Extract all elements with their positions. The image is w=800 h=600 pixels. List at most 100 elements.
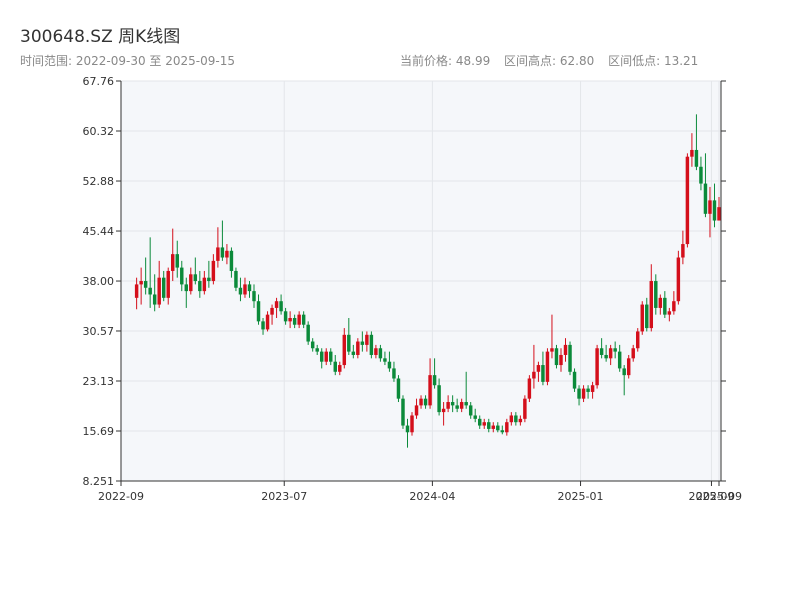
candle-body <box>279 301 283 312</box>
candle-down <box>694 114 699 171</box>
candle-body <box>694 149 699 167</box>
candle-down <box>283 307 288 325</box>
grid <box>120 80 721 482</box>
candle-body <box>157 277 161 305</box>
candle-body <box>622 368 626 376</box>
candle-down <box>473 408 477 423</box>
candle-down <box>256 294 261 325</box>
candle-body <box>270 307 274 315</box>
candle-body <box>532 371 536 379</box>
candle-body <box>139 281 143 285</box>
candle-body <box>428 375 432 406</box>
candle-down <box>541 351 545 386</box>
candle-body <box>685 156 690 245</box>
candle-body <box>243 284 247 295</box>
candle-body <box>202 277 207 292</box>
candle-body <box>288 318 292 322</box>
candle-body <box>536 365 541 372</box>
candle-up <box>216 227 220 268</box>
candle-body <box>283 311 288 322</box>
candle-up <box>681 230 685 265</box>
candle-body <box>329 351 333 362</box>
candle-body <box>423 398 428 406</box>
candle-body <box>437 385 441 413</box>
candle-up <box>414 398 419 419</box>
candle-body <box>640 304 644 332</box>
x-tick-label: 2024-04 <box>409 490 455 503</box>
candle-up <box>324 348 328 366</box>
candle-body <box>514 415 518 423</box>
candle-body <box>491 425 496 429</box>
candle-down <box>487 418 491 433</box>
candle-down <box>261 318 265 335</box>
candle-up <box>410 412 414 436</box>
candle-up <box>189 267 193 295</box>
candle-body <box>410 415 414 433</box>
candle-body <box>577 388 581 399</box>
candle-down <box>161 270 166 302</box>
candle-body <box>595 348 599 386</box>
candle-up <box>157 260 161 308</box>
x-tick-label: 2025-09 <box>688 490 734 503</box>
candle-up <box>202 270 207 295</box>
candle-body <box>541 365 545 382</box>
y-tick-label: 38.00 <box>83 275 115 288</box>
range-high-label: 区间高点: 62.80 <box>504 54 595 68</box>
candle-body <box>446 402 450 409</box>
candle-body <box>545 351 550 382</box>
candle-body <box>238 287 243 295</box>
candle-up <box>225 244 229 265</box>
candle-up <box>658 294 663 315</box>
x-tick-label: 2025-09 <box>696 490 742 503</box>
candle-body <box>369 334 374 355</box>
candle-up <box>559 348 563 372</box>
candle-up <box>631 344 635 362</box>
candle-body <box>342 334 347 366</box>
candle-body <box>198 281 202 292</box>
candle-body <box>360 341 365 345</box>
candle-up <box>505 418 509 436</box>
candle-down <box>351 344 356 359</box>
candle-body <box>554 348 559 366</box>
candle-body <box>676 257 681 302</box>
candle-body <box>590 385 595 392</box>
candle-body <box>193 274 198 282</box>
candle-down <box>383 351 387 366</box>
y-tick-label: 45.44 <box>83 225 115 238</box>
candle-body <box>473 415 477 419</box>
candle-up <box>717 197 721 221</box>
candle-body <box>166 270 170 298</box>
candle-body <box>180 267 184 285</box>
candle-up <box>288 311 292 329</box>
candle-up <box>595 344 599 389</box>
candle-body <box>572 371 577 389</box>
candle-up <box>459 398 464 413</box>
candle-body <box>608 348 613 359</box>
candle-up <box>640 301 644 335</box>
candle-body <box>225 250 229 258</box>
candle-body <box>247 284 252 292</box>
candle-down <box>437 378 441 416</box>
y-tick-label: 52.88 <box>83 175 115 188</box>
candle-up <box>649 264 654 332</box>
candle-up <box>685 153 690 248</box>
candle-down <box>184 277 189 308</box>
date-range-label: 时间范围: 2022-09-30 至 2025-09-15 <box>20 54 235 68</box>
candle-body <box>292 318 297 325</box>
candle-up <box>672 291 676 315</box>
candle-body <box>229 250 234 271</box>
candle-body <box>207 277 211 282</box>
candle-down <box>572 368 577 392</box>
candle-body <box>171 254 175 271</box>
candle-body <box>143 281 148 288</box>
candle-body <box>387 361 392 369</box>
candle-body <box>599 348 604 355</box>
candle-body <box>256 301 261 322</box>
candle-down <box>613 341 617 359</box>
range-low-label: 区间低点: 13.21 <box>608 54 699 68</box>
candle-body <box>383 358 387 362</box>
candle-down <box>586 385 590 399</box>
candle-up <box>265 311 270 332</box>
candle-down <box>234 267 238 292</box>
candle-up <box>441 402 446 426</box>
